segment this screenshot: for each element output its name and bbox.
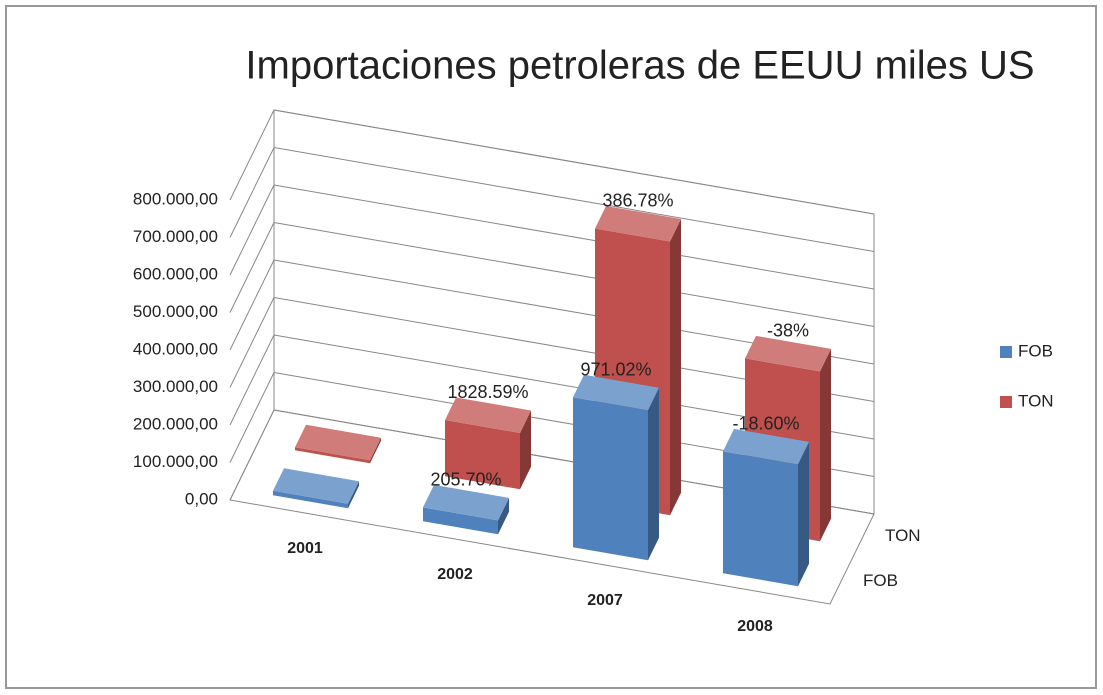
bar-front	[273, 490, 348, 509]
data-label: 1828.59%	[447, 382, 528, 402]
x-tick-label: 2002	[437, 566, 473, 583]
grid-line	[273, 184, 875, 290]
y-tick-label: 500.000,00	[133, 302, 218, 321]
bar-front	[445, 420, 520, 490]
grid-line	[273, 109, 875, 215]
bar-top	[445, 397, 531, 433]
bar-front	[573, 397, 648, 561]
side-grid-line	[229, 259, 275, 351]
side-grid-line	[229, 109, 275, 201]
depth-label: TON	[885, 526, 921, 545]
bar-side	[670, 219, 681, 516]
side-grid-line	[229, 297, 275, 388]
bar-top	[595, 206, 681, 242]
data-label: -18.60%	[732, 413, 799, 433]
data-label: -38%	[767, 320, 809, 340]
bar-front	[423, 507, 498, 535]
bar-top	[273, 468, 359, 504]
y-tick-label: 200.000,00	[133, 414, 218, 433]
legend-swatch	[1000, 396, 1012, 408]
grid-line	[273, 147, 875, 252]
data-label: 386.78%	[602, 191, 673, 211]
bar-side	[798, 441, 809, 587]
legend-swatch	[1000, 346, 1012, 358]
y-tick-label: 800.000,00	[133, 189, 218, 208]
bar-side	[370, 437, 381, 464]
bar-front	[723, 451, 798, 587]
depth-label: FOB	[863, 571, 898, 590]
bar-side	[520, 410, 531, 490]
y-tick-label: 100.000,00	[133, 452, 218, 471]
bar-side	[498, 497, 509, 535]
bar-front	[295, 447, 370, 464]
chart-title: Importaciones petroleras de EEUU miles U…	[245, 44, 1034, 88]
y-tick-label: 300.000,00	[133, 377, 218, 396]
y-tick-label: 0,00	[185, 489, 218, 508]
side-grid-line	[229, 409, 275, 501]
bar-side	[648, 387, 659, 561]
legend-label: TON	[1018, 391, 1054, 410]
data-label: 205.70%	[430, 469, 501, 489]
side-grid-line	[229, 372, 275, 463]
bar-side	[348, 481, 359, 509]
bar-top	[423, 484, 509, 521]
side-grid-line	[229, 334, 275, 426]
bar-top	[295, 424, 381, 461]
bar-top	[745, 335, 831, 372]
x-tick-label: 2008	[737, 618, 773, 635]
bar-top	[723, 428, 809, 465]
grid-line	[273, 222, 875, 327]
side-grid-line	[229, 147, 275, 238]
y-tick-label: 400.000,00	[133, 339, 218, 358]
x-tick-label: 2007	[587, 592, 623, 609]
x-tick-label: 2001	[287, 540, 323, 557]
y-tick-label: 600.000,00	[133, 264, 218, 283]
legend-label: FOB	[1018, 341, 1053, 360]
y-tick-label: 700.000,00	[133, 227, 218, 246]
data-label: 971.02%	[580, 359, 651, 379]
bar-side	[820, 348, 831, 542]
bar-top	[573, 374, 659, 411]
side-grid-line	[229, 222, 275, 313]
side-grid-line	[229, 184, 275, 276]
